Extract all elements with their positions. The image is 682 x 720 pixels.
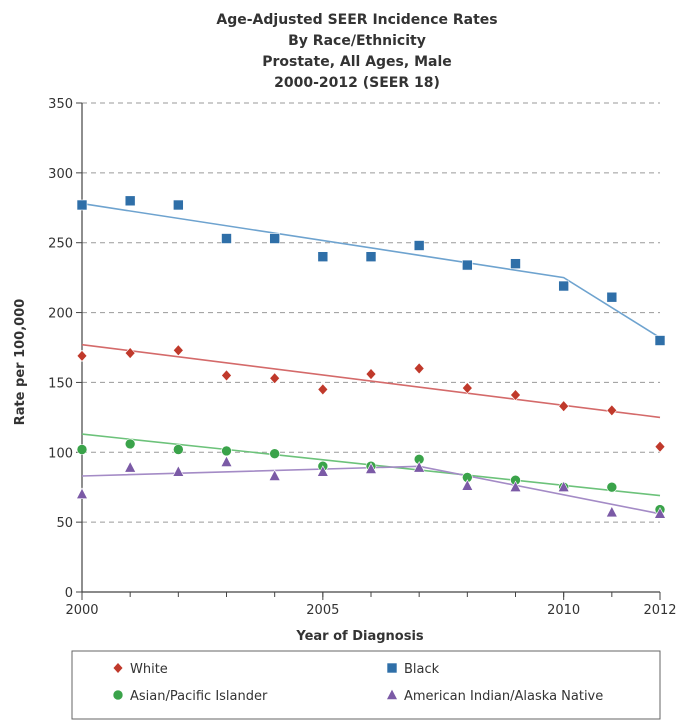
point-black — [413, 240, 425, 251]
x-tick-label: 2010 — [547, 603, 580, 618]
point-american-indian-alaska-native — [220, 455, 233, 467]
x-axis-title: Year of Diagnosis — [295, 629, 424, 644]
legend-label-white: White — [130, 662, 168, 677]
x-tick-labels: 2000 2005 2010 2012 — [65, 592, 677, 618]
y-axis-title: Rate per 100,000 — [13, 299, 28, 426]
x-tick-label: 2012 — [643, 603, 676, 618]
point-black — [173, 199, 184, 211]
point-american-indian-alaska-native — [557, 480, 570, 493]
point-asian-pacific-islander — [124, 438, 136, 450]
point-american-indian-alaska-native — [316, 465, 329, 477]
point-white — [461, 382, 473, 394]
point-white — [269, 372, 281, 385]
point-black — [124, 195, 136, 207]
point-black — [558, 280, 569, 292]
y-tick-label: 100 — [48, 446, 73, 461]
y-tick-label: 250 — [48, 237, 73, 252]
y-tick-label: 300 — [48, 167, 73, 182]
point-american-indian-alaska-native — [654, 507, 666, 519]
point-black — [365, 251, 377, 262]
point-black — [221, 233, 232, 244]
point-asian-pacific-islander — [173, 444, 184, 455]
point-american-indian-alaska-native — [365, 462, 377, 474]
legend-box — [71, 650, 661, 720]
data-points — [76, 195, 666, 519]
x-tick-label: 2000 — [65, 603, 98, 618]
title-line-4: 2000-2012 (SEER 18) — [274, 75, 440, 91]
point-white — [365, 368, 377, 380]
legend-items: White Black Asian/Pacific Islander American… — [112, 662, 603, 704]
axes — [81, 103, 660, 593]
point-asian-pacific-islander — [221, 445, 232, 457]
point-american-indian-alaska-native — [172, 465, 185, 477]
point-white — [606, 404, 618, 417]
gridlines — [82, 102, 660, 523]
legend-marker-black — [386, 662, 398, 674]
point-white — [76, 349, 88, 362]
point-american-indian-alaska-native — [461, 479, 474, 491]
point-black — [462, 259, 473, 271]
point-white — [510, 389, 521, 401]
y-tick-label: 350 — [48, 97, 73, 112]
legend-label-black: Black — [404, 662, 440, 677]
point-asian-pacific-islander — [76, 444, 88, 455]
point-white — [124, 347, 136, 360]
title-line-1: Age-Adjusted SEER Incidence Rates — [216, 12, 497, 28]
point-black — [654, 335, 666, 346]
point-black — [606, 291, 618, 303]
point-black — [269, 233, 280, 244]
point-white — [172, 344, 184, 357]
point-american-indian-alaska-native — [268, 469, 281, 481]
point-white — [413, 362, 425, 375]
x-tick-label: 2005 — [306, 603, 339, 618]
point-asian-pacific-islander — [269, 448, 280, 459]
point-american-indian-alaska-native — [76, 487, 88, 500]
legend-marker-asian-pacific-islander — [112, 689, 124, 701]
legend-label-american-indian-alaska-native: American Indian/Alaska Native — [404, 689, 603, 704]
point-american-indian-alaska-native — [605, 505, 618, 518]
legend: White Black Asian/Pacific Islander American… — [71, 650, 661, 720]
point-white — [654, 440, 666, 453]
point-american-indian-alaska-native — [509, 480, 522, 493]
y-tick-label: 150 — [48, 376, 73, 391]
legend-marker-white — [112, 662, 124, 674]
y-tick-label: 50 — [56, 516, 73, 531]
point-black — [317, 251, 329, 262]
point-white — [558, 400, 570, 413]
point-white — [221, 369, 232, 382]
trend-line-white — [81, 343, 661, 419]
y-tick-label: 0 — [65, 586, 73, 601]
point-asian-pacific-islander — [606, 481, 618, 493]
point-white — [317, 383, 329, 396]
legend-label-asian-pacific-islander: Asian/Pacific Islander — [130, 689, 268, 704]
point-black — [510, 258, 521, 269]
title-line-2: By Race/Ethnicity — [288, 33, 426, 49]
trend-line-black — [81, 202, 661, 339]
point-american-indian-alaska-native — [413, 461, 426, 473]
legend-marker-american-indian-alaska-native — [386, 688, 398, 700]
title-line-3: Prostate, All Ages, Male — [262, 54, 452, 70]
chart-title: Age-Adjusted SEER Incidence Rates By Rac… — [216, 12, 497, 91]
y-tick-labels: 0 50 100 150 200 250 300 350 — [48, 97, 82, 601]
point-american-indian-alaska-native — [124, 461, 137, 473]
point-black — [76, 199, 88, 211]
y-tick-label: 200 — [48, 307, 73, 322]
